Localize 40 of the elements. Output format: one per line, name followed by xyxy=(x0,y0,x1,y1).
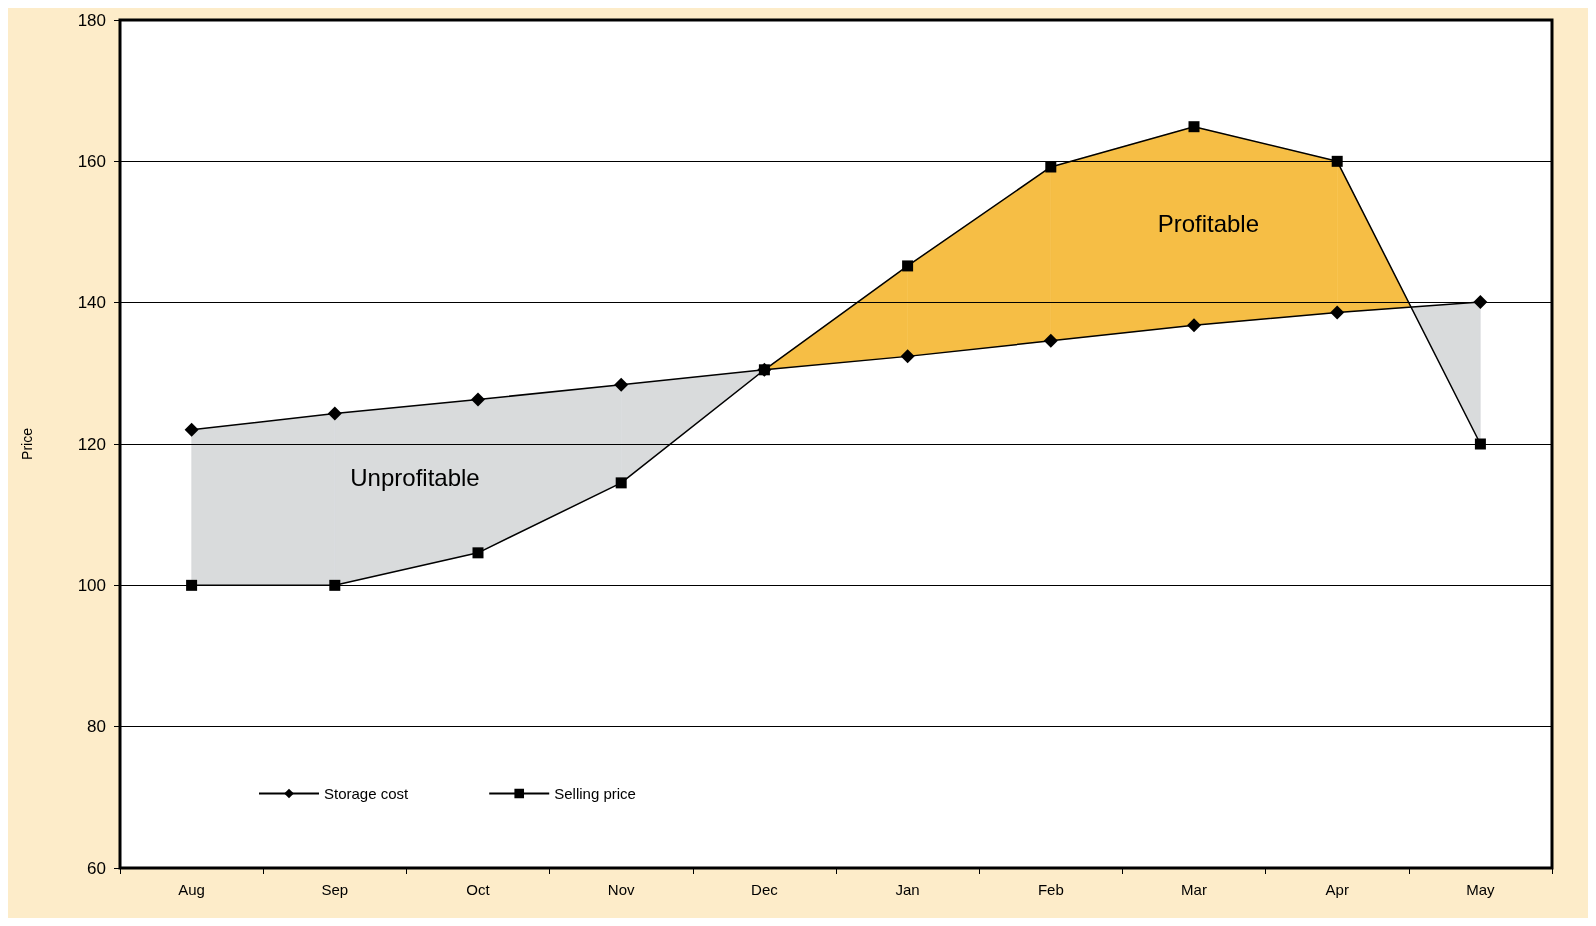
y-tick-label: 80 xyxy=(87,717,106,737)
point xyxy=(1331,155,1343,167)
x-tick-label: Apr xyxy=(1325,881,1349,898)
x-tick-label: Jan xyxy=(895,881,920,898)
point xyxy=(1330,305,1345,320)
annotation: Unprofitable xyxy=(350,464,480,492)
x-tick-label: Dec xyxy=(751,881,779,898)
x-tick-label: Aug xyxy=(178,881,205,898)
point xyxy=(1474,438,1486,450)
point xyxy=(1045,161,1057,173)
x-tick-label: Oct xyxy=(466,881,491,898)
y-tick-label: 160 xyxy=(77,151,106,171)
point xyxy=(614,377,629,392)
point xyxy=(472,547,484,559)
point xyxy=(1043,333,1058,348)
y-tick-label: 100 xyxy=(77,575,106,595)
y-axis-title: Price xyxy=(19,427,35,460)
x-tick-label: Sep xyxy=(321,881,349,898)
y-tick-label: 60 xyxy=(87,858,106,878)
x-tick-label: Nov xyxy=(607,881,636,898)
point xyxy=(615,477,627,489)
y-tick-label: 120 xyxy=(77,434,106,454)
point xyxy=(1187,318,1201,333)
x-tick-label: Mar xyxy=(1181,881,1207,898)
point xyxy=(327,406,342,421)
y-tick-label: 180 xyxy=(77,10,106,30)
point xyxy=(900,349,915,364)
point xyxy=(186,579,198,591)
point xyxy=(902,260,914,272)
point xyxy=(329,579,341,591)
annotation: Profitable xyxy=(1157,210,1260,238)
x-tick-label: May xyxy=(1466,881,1496,898)
legend-label: Selling price xyxy=(554,785,636,802)
y-tick-label: 140 xyxy=(77,293,106,313)
point xyxy=(184,422,199,437)
point xyxy=(1188,121,1200,133)
x-tick-label: Feb xyxy=(1037,881,1064,898)
point xyxy=(1473,294,1488,309)
legend-label: Storage cost xyxy=(324,785,410,802)
point xyxy=(471,392,485,407)
